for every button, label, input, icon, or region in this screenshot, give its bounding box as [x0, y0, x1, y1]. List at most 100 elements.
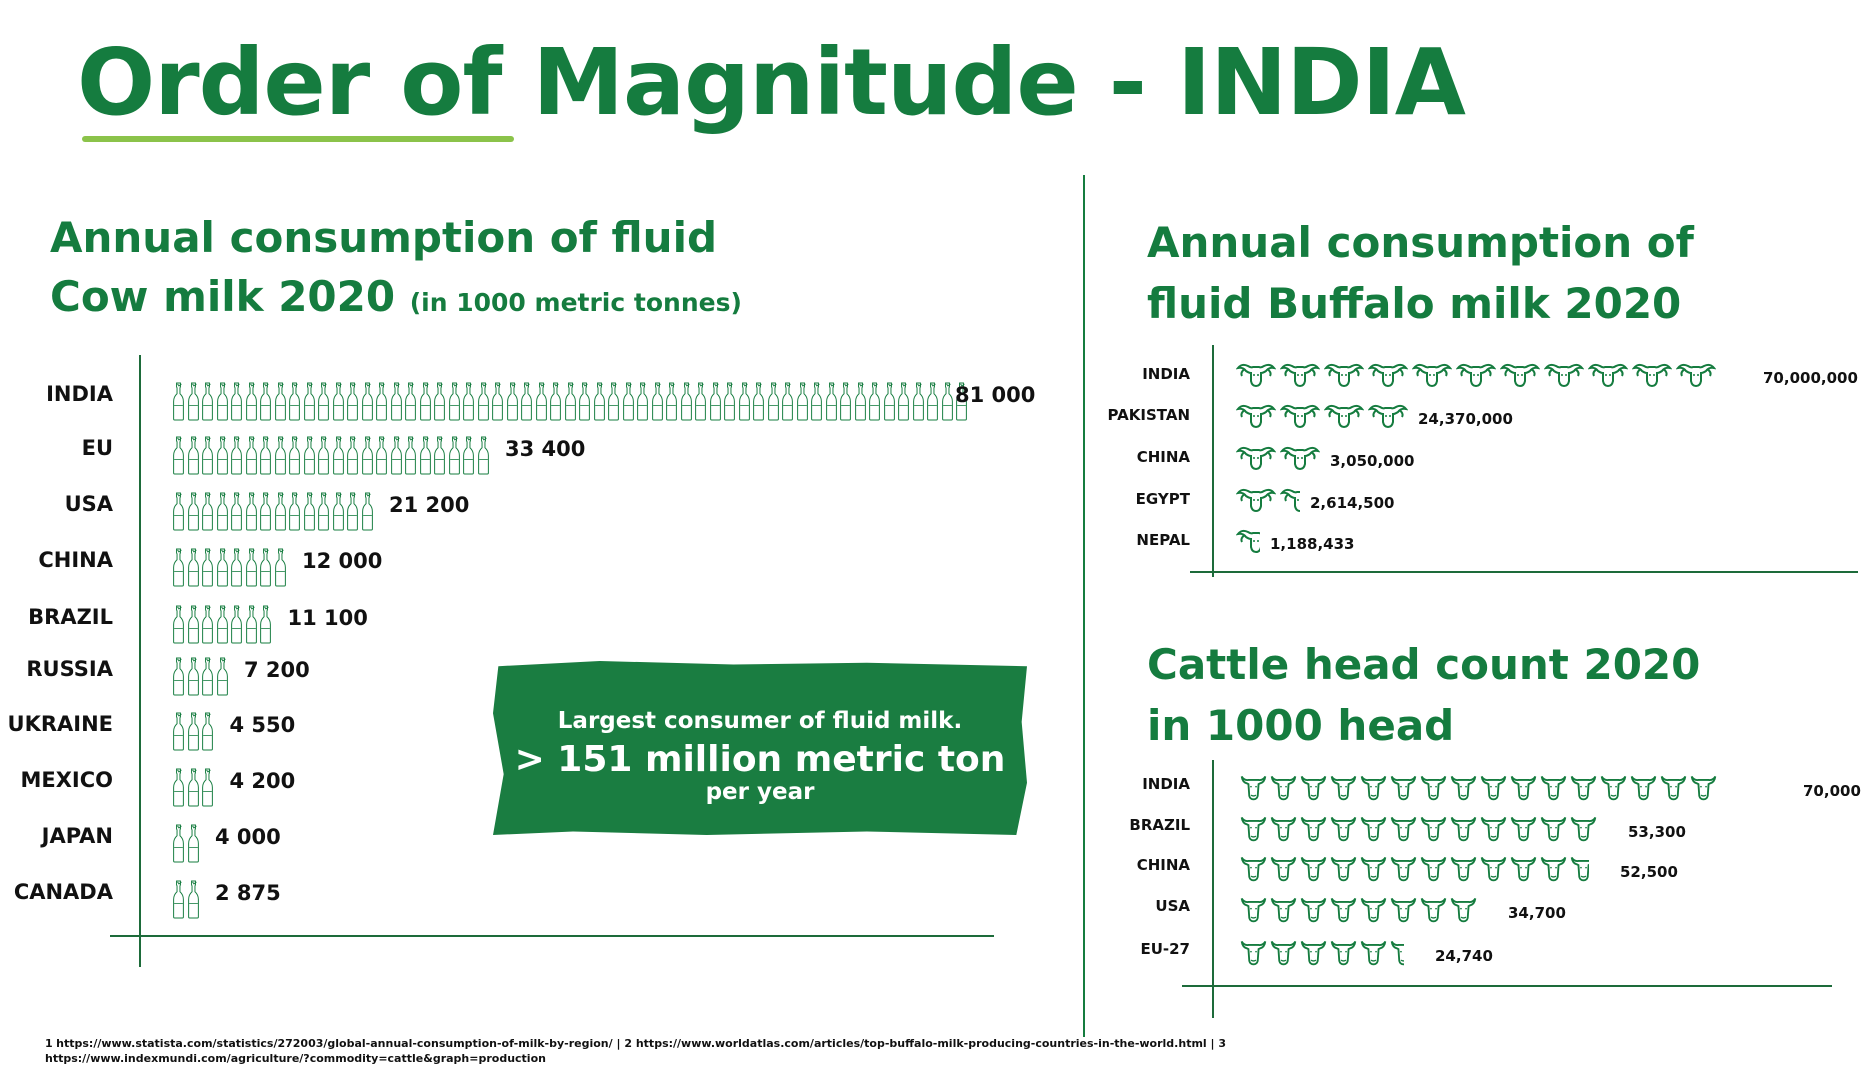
buffalo-chart-bar — [1236, 528, 1264, 554]
milk-bottle-icon — [941, 382, 954, 421]
cattle-chart-category-label: BRAZIL — [1129, 816, 1190, 834]
buffalo-head-icon — [1236, 362, 1276, 388]
buffalo-chart-category-label: PAKISTAN — [1107, 406, 1190, 424]
cow-chart-category-label: USA — [64, 492, 113, 516]
footnote-link-worldatlas[interactable]: https://www.worldatlas.com/articles/top-… — [635, 1037, 1207, 1050]
milk-bottle-icon — [274, 436, 287, 475]
buffalo-head-icon — [1368, 403, 1408, 429]
cow-chart-bar — [172, 605, 274, 644]
buffalo-head-icon — [1368, 362, 1408, 388]
milk-bottle-icon — [665, 382, 678, 421]
milk-bottle-icon — [245, 436, 258, 475]
cow-head-icon — [1660, 772, 1687, 803]
milk-bottle-icon — [375, 436, 388, 475]
milk-bottle-icon — [216, 605, 229, 644]
milk-bottle-icon — [491, 382, 504, 421]
milk-bottle-icon — [259, 605, 272, 644]
buffalo-head-icon — [1324, 403, 1364, 429]
title-underline — [82, 136, 514, 142]
cow-chart-value-label: 12 000 — [302, 549, 383, 573]
milk-bottle-icon — [172, 824, 185, 863]
cow-chart-title: Annual consumption of fluid Cow milk 202… — [50, 208, 742, 332]
milk-bottle-icon — [230, 492, 243, 531]
cattle-chart-bar — [1240, 894, 1480, 925]
milk-bottle-icon — [709, 382, 722, 421]
milk-bottle-icon — [535, 382, 548, 421]
cow-chart-title-line1: Annual consumption of fluid — [50, 213, 718, 262]
cow-head-icon — [1480, 772, 1507, 803]
cow-head-icon — [1300, 813, 1327, 844]
milk-bottle-icon — [883, 382, 896, 421]
cow-head-icon — [1570, 772, 1597, 803]
milk-bottle-icon — [912, 382, 925, 421]
cow-head-icon — [1570, 853, 1589, 884]
buffalo-chart-y-axis — [1212, 345, 1214, 577]
milk-bottle-icon — [549, 382, 562, 421]
footnote-link-statista[interactable]: https://www.statista.com/statistics/2720… — [56, 1037, 613, 1050]
cow-head-icon — [1420, 894, 1447, 925]
cow-head-icon — [1360, 772, 1387, 803]
buffalo-head-icon — [1280, 403, 1320, 429]
cow-chart-category-label: JAPAN — [41, 824, 113, 848]
milk-bottle-icon — [810, 382, 823, 421]
milk-bottle-icon — [259, 548, 272, 587]
milk-bottle-icon — [332, 492, 345, 531]
cow-head-icon — [1570, 813, 1597, 844]
cow-head-icon — [1240, 853, 1267, 884]
cattle-chart-bar — [1240, 937, 1407, 968]
buffalo-head-icon — [1500, 362, 1540, 388]
milk-bottle-icon — [767, 382, 780, 421]
cow-head-icon — [1510, 772, 1537, 803]
footnote-link-indexmundi[interactable]: https://www.indexmundi.com/agriculture/?… — [45, 1052, 546, 1065]
milk-bottle-icon — [332, 382, 345, 421]
milk-bottle-icon — [230, 548, 243, 587]
buffalo-chart-title-line1: Annual consumption of — [1147, 218, 1694, 267]
milk-bottle-icon — [419, 382, 432, 421]
cow-chart-category-label: CANADA — [13, 880, 113, 904]
milk-bottle-icon — [839, 382, 852, 421]
buffalo-chart-value-label: 24,370,000 — [1418, 410, 1513, 428]
buffalo-head-icon — [1236, 487, 1276, 513]
cattle-chart-value-label: 52,500 — [1620, 863, 1678, 881]
cattle-chart-bar — [1240, 813, 1600, 844]
milk-bottle-icon — [259, 382, 272, 421]
milk-bottle-icon — [216, 436, 229, 475]
callout-line3: per year — [705, 779, 815, 805]
cow-chart-bar — [172, 768, 216, 807]
milk-bottle-icon — [201, 605, 214, 644]
milk-bottle-icon — [172, 657, 185, 696]
milk-bottle-icon — [390, 382, 403, 421]
cow-chart-category-label: UKRAINE — [7, 712, 113, 736]
buffalo-chart-bar — [1236, 403, 1412, 429]
milk-bottle-icon — [477, 436, 490, 475]
callout-line2: > 151 million metric ton — [514, 739, 1006, 780]
milk-bottle-icon — [172, 605, 185, 644]
cow-head-icon — [1690, 772, 1717, 803]
milk-bottle-icon — [680, 382, 693, 421]
milk-bottle-icon — [274, 548, 287, 587]
buffalo-chart-category-label: NEPAL — [1136, 531, 1190, 549]
cow-chart-bar — [172, 880, 201, 919]
callout-line1: Largest consumer of fluid milk. — [557, 708, 963, 734]
buffalo-chart-category-label: INDIA — [1142, 365, 1190, 383]
cow-head-icon — [1420, 853, 1447, 884]
cattle-chart-y-axis — [1212, 760, 1214, 1018]
milk-bottle-icon — [781, 382, 794, 421]
milk-bottle-icon — [361, 436, 374, 475]
milk-bottle-icon — [187, 824, 200, 863]
milk-bottle-icon — [854, 382, 867, 421]
cow-head-icon — [1600, 772, 1627, 803]
milk-bottle-icon — [245, 492, 258, 531]
milk-bottle-icon — [477, 382, 490, 421]
milk-bottle-icon — [651, 382, 664, 421]
milk-bottle-icon — [825, 382, 838, 421]
cow-head-icon — [1330, 853, 1357, 884]
cow-head-icon — [1390, 937, 1404, 968]
milk-bottle-icon — [796, 382, 809, 421]
milk-bottle-icon — [317, 492, 330, 531]
milk-bottle-icon — [201, 492, 214, 531]
milk-bottle-icon — [187, 605, 200, 644]
cow-chart-bar — [172, 436, 491, 475]
cow-head-icon — [1360, 813, 1387, 844]
milk-bottle-icon — [187, 382, 200, 421]
